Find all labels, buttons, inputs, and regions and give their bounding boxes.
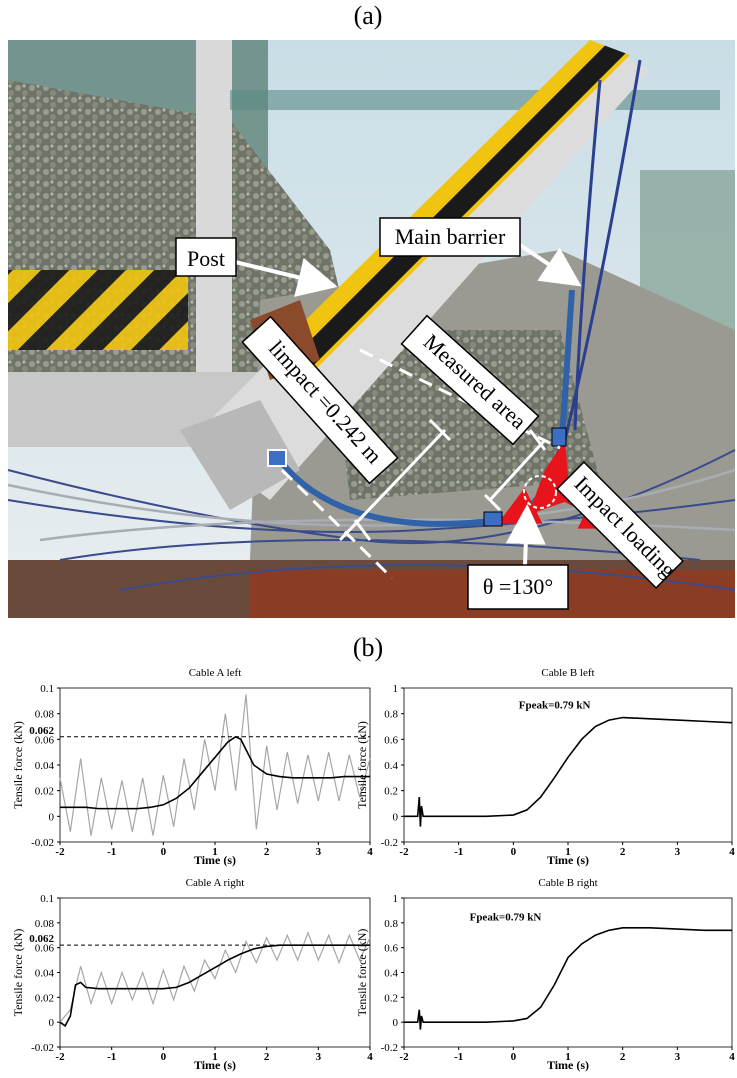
y-tick-label: 1	[393, 893, 399, 905]
x-tick-label: 3	[316, 846, 322, 858]
x-tick-label: 1	[565, 1051, 571, 1063]
data-line	[60, 694, 370, 835]
x-tick-label: 1	[212, 1051, 218, 1063]
data-line	[60, 933, 370, 1022]
y-tick-label: 0.08	[35, 918, 55, 930]
y-tick-label: 0.2	[384, 786, 398, 798]
y-tick-label: 0.02	[35, 786, 54, 798]
x-tick-label: 4	[367, 1051, 373, 1063]
data-line	[60, 945, 370, 1026]
x-tick-label: -2	[399, 846, 409, 858]
y-tick-label: 0.4	[384, 760, 398, 772]
reference-label: 0.062	[29, 725, 54, 737]
x-tick-label: 4	[729, 846, 735, 858]
y-tick-label: 0	[393, 1017, 399, 1029]
x-tick-label: -1	[107, 1051, 116, 1063]
y-tick-label: 0.8	[384, 709, 398, 721]
y-axis-label: Tensile force (kN)	[355, 721, 369, 809]
x-tick-label: 4	[367, 846, 373, 858]
x-tick-label: 2	[264, 1051, 270, 1063]
x-tick-label: 2	[620, 1051, 626, 1063]
x-tick-label: 3	[675, 1051, 681, 1063]
y-tick-label: 0.02	[35, 992, 54, 1004]
y-tick-label: 0.04	[35, 760, 55, 772]
y-tick-label: 0	[393, 811, 399, 823]
y-tick-label: 0.6	[384, 734, 398, 746]
x-tick-label: -1	[454, 846, 463, 858]
y-tick-label: 0.1	[40, 893, 54, 905]
x-tick-label: 0	[161, 1051, 167, 1063]
y-tick-label: 0.1	[40, 683, 54, 695]
y-axis-label: Tensile force (kN)	[11, 929, 25, 1017]
annotation: Main barrier	[395, 224, 506, 249]
y-tick-label: -0.2	[381, 1042, 398, 1054]
chart-title: Cable A left	[189, 667, 242, 679]
panel-label: (a)	[354, 1, 383, 30]
x-tick-label: 0	[161, 846, 167, 858]
plot-frame	[60, 898, 370, 1047]
x-tick-label: 3	[675, 846, 681, 858]
y-tick-label: -0.02	[31, 837, 54, 849]
annotation: θ =130°	[483, 574, 553, 599]
x-tick-label: 2	[264, 846, 270, 858]
y-tick-label: 0	[49, 811, 55, 823]
reference-label: 0.062	[29, 933, 54, 945]
y-axis-label: Tensile force (kN)	[11, 721, 25, 809]
chart-title: Cable B right	[538, 877, 597, 889]
y-axis-label: Tensile force (kN)	[355, 929, 369, 1017]
annotation: Fpeak=0.79 kN	[470, 911, 542, 923]
x-tick-label: 3	[316, 1051, 322, 1063]
y-tick-label: 0	[49, 1017, 55, 1029]
y-tick-label: 0.04	[35, 968, 55, 980]
y-tick-label: 1	[393, 683, 399, 695]
y-tick-label: 0.2	[384, 992, 398, 1004]
x-tick-label: 0	[511, 846, 517, 858]
figure: (a)	[0, 0, 737, 1078]
panel-label: (b)	[353, 633, 383, 662]
x-tick-label: -1	[454, 1051, 463, 1063]
x-tick-label: 0	[511, 1051, 517, 1063]
annotation: Post	[187, 246, 225, 271]
chart-title: Cable B left	[541, 667, 594, 679]
y-tick-label: 0.08	[35, 709, 55, 721]
chart-title: Cable A right	[186, 877, 245, 889]
y-tick-label: 0.4	[384, 968, 398, 980]
x-tick-label: -2	[55, 846, 65, 858]
x-tick-label: 4	[729, 1051, 735, 1063]
data-line	[60, 737, 370, 809]
y-tick-label: 0.6	[384, 943, 398, 955]
x-tick-label: -2	[55, 1051, 65, 1063]
y-tick-label: -0.02	[31, 1042, 54, 1054]
plot-frame	[404, 898, 732, 1047]
annotation: Fpeak=0.79 kN	[519, 700, 591, 712]
x-tick-label: 2	[620, 846, 626, 858]
x-tick-label: 1	[565, 846, 571, 858]
x-tick-label: -2	[399, 1051, 409, 1063]
plot-frame	[60, 688, 370, 842]
data-line	[404, 718, 732, 827]
data-line	[404, 928, 732, 1030]
y-tick-label: -0.2	[381, 837, 398, 849]
x-tick-label: 1	[212, 846, 218, 858]
y-tick-label: 0.8	[384, 918, 398, 930]
x-tick-label: -1	[107, 846, 116, 858]
